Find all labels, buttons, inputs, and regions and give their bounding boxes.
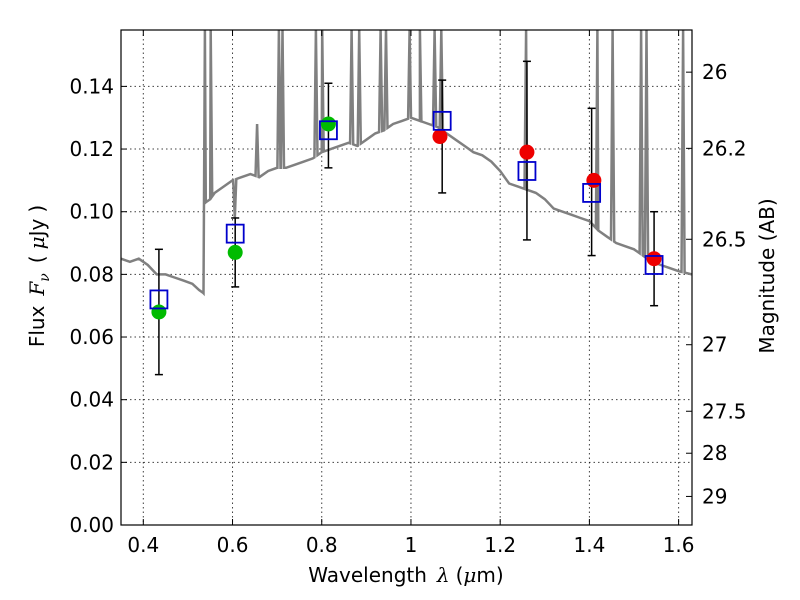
y-tick-label: 0.08 [69,262,114,286]
axis-labels: Wavelength λ (μm) FluxFν(μJy) Magnitude (A… [25,198,779,587]
x-tick-label: 1 [405,533,418,557]
y-tick-label: 0.02 [69,450,114,474]
y2-tick-label: 27 [702,333,727,357]
x-tick-label: 0.6 [217,533,249,557]
model-flux-box [149,289,169,310]
x-axis-label-symbol: λ [436,563,450,587]
y2-tick-label: 28 [702,441,727,465]
x-axis-label: Wavelength λ (μm) [308,563,503,587]
observed-point-red [586,172,602,188]
plot-frame [120,29,693,526]
model-flux-box [644,255,664,275]
photometry-points [149,60,664,376]
y2-tick-label: 26.5 [702,227,747,251]
model-spectrum-line [121,30,692,297]
y-axis-label-unit-mu: μ [25,236,49,249]
y-axis-label-unit-rest: Jy [25,218,49,238]
x-tick-label: 1.6 [663,533,695,557]
observed-point-red [519,144,535,160]
y-tick-label: 0.04 [69,388,114,412]
model-spectrum [121,30,692,297]
model-flux-box [517,161,537,181]
observed-point-red [646,251,662,267]
y-axis-label-unit-open: ( [25,255,49,263]
y-tick-label: 0.00 [69,513,114,537]
y-tick-label: 0.10 [69,200,114,224]
x-tick-label: 1.4 [573,533,605,557]
x-axis-label-unit-open: ( [456,563,464,587]
observed-point-green [227,244,243,260]
x-tick-label: 1.2 [484,533,516,557]
y2-axis-label: Magnitude (AB) [755,198,779,353]
model-flux-box [319,120,338,141]
x-tick-label: 0.4 [127,533,159,557]
y-axis-label-symbol: F [25,281,49,297]
axes: 0.4 0.6 0.8 1 1.2 1.4 1.6 0.00 0.02 0.04 0.06 0.08 0… [69,29,747,557]
y-axis-label: Flux Fν ( μJy) [25,205,53,347]
x-axis-label-unit-rest: m) [476,563,503,587]
model-flux-box [582,183,602,203]
y-axis-label-subscript: ν [37,273,53,282]
x-axis-label-word: Wavelength [308,563,427,587]
x-axis-label-unit-mu: μ [463,563,476,587]
y2-tick-label: 26 [702,60,727,84]
y2-tick-label: 26.2 [702,136,747,160]
y-axis-label-word: Flux [25,305,49,347]
observed-point-red [432,129,448,145]
model-flux-box [225,223,245,244]
observed-point-green [151,304,167,320]
grid-lines [121,30,692,526]
y-tick-label: 0.14 [69,74,114,98]
y-tick-label: 0.12 [69,137,114,161]
y-tick-label: 0.06 [69,325,114,349]
y2-tick-label: 29 [702,484,727,508]
y-axis-label-unit-close: ) [25,205,49,213]
x-tick-label: 0.8 [306,533,338,557]
y2-tick-label: 27.5 [702,399,747,423]
observed-point-green [320,116,336,132]
model-flux-box [432,110,452,131]
